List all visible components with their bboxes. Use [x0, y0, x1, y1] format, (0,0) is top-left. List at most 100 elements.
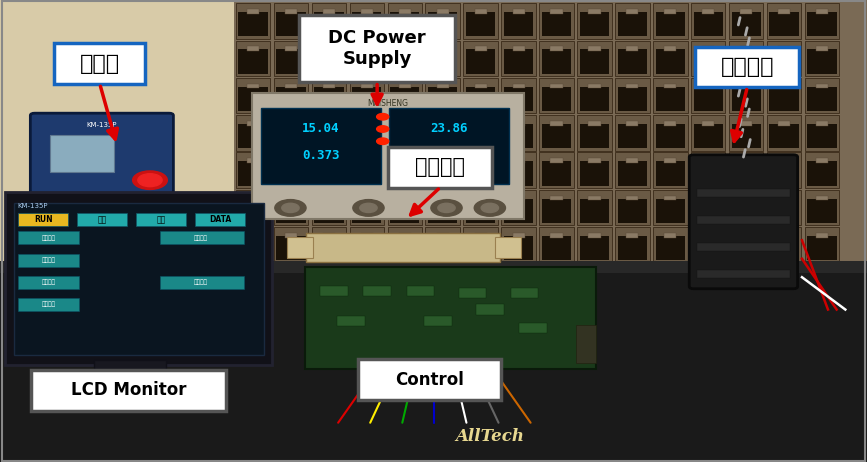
FancyBboxPatch shape	[691, 227, 726, 262]
FancyBboxPatch shape	[770, 236, 799, 260]
FancyBboxPatch shape	[236, 152, 271, 188]
FancyBboxPatch shape	[274, 190, 309, 225]
FancyBboxPatch shape	[807, 161, 837, 186]
FancyBboxPatch shape	[315, 236, 343, 260]
FancyBboxPatch shape	[361, 9, 373, 14]
FancyBboxPatch shape	[542, 49, 571, 73]
FancyBboxPatch shape	[474, 195, 486, 200]
Circle shape	[474, 200, 505, 216]
FancyBboxPatch shape	[389, 109, 509, 184]
FancyBboxPatch shape	[352, 87, 381, 111]
FancyBboxPatch shape	[234, 0, 867, 268]
FancyBboxPatch shape	[277, 124, 306, 148]
FancyBboxPatch shape	[729, 78, 763, 113]
FancyBboxPatch shape	[539, 115, 574, 151]
FancyBboxPatch shape	[160, 276, 244, 289]
FancyBboxPatch shape	[805, 190, 839, 225]
FancyBboxPatch shape	[247, 233, 259, 237]
FancyBboxPatch shape	[312, 115, 346, 151]
FancyBboxPatch shape	[466, 124, 495, 148]
FancyBboxPatch shape	[407, 286, 434, 296]
FancyBboxPatch shape	[285, 158, 297, 163]
FancyBboxPatch shape	[542, 87, 571, 111]
FancyBboxPatch shape	[740, 9, 753, 14]
FancyBboxPatch shape	[474, 47, 486, 51]
FancyBboxPatch shape	[655, 87, 685, 111]
FancyBboxPatch shape	[501, 227, 536, 262]
FancyBboxPatch shape	[691, 78, 726, 113]
FancyBboxPatch shape	[732, 49, 761, 73]
FancyBboxPatch shape	[277, 49, 306, 73]
FancyBboxPatch shape	[816, 9, 828, 14]
FancyBboxPatch shape	[653, 227, 688, 262]
Text: 0.373: 0.373	[302, 149, 340, 163]
FancyBboxPatch shape	[390, 124, 420, 148]
FancyBboxPatch shape	[274, 152, 309, 188]
FancyBboxPatch shape	[390, 236, 420, 260]
FancyBboxPatch shape	[655, 12, 685, 36]
FancyBboxPatch shape	[770, 87, 799, 111]
FancyBboxPatch shape	[551, 233, 563, 237]
FancyBboxPatch shape	[589, 195, 601, 200]
FancyBboxPatch shape	[697, 243, 790, 251]
FancyBboxPatch shape	[664, 121, 676, 126]
FancyBboxPatch shape	[285, 121, 297, 126]
FancyBboxPatch shape	[323, 47, 335, 51]
FancyBboxPatch shape	[626, 233, 638, 237]
Text: 15.04: 15.04	[302, 122, 340, 135]
Text: KM-135P: KM-135P	[17, 203, 48, 208]
Circle shape	[438, 203, 455, 213]
FancyBboxPatch shape	[519, 323, 547, 333]
Text: 조립시간: 조립시간	[42, 280, 55, 285]
FancyBboxPatch shape	[77, 213, 127, 226]
FancyBboxPatch shape	[589, 9, 601, 14]
FancyBboxPatch shape	[426, 227, 460, 262]
Text: 규격사진: 규격사진	[194, 280, 208, 285]
Circle shape	[431, 200, 462, 216]
FancyBboxPatch shape	[390, 49, 420, 73]
FancyBboxPatch shape	[437, 84, 449, 88]
FancyBboxPatch shape	[305, 267, 596, 369]
Circle shape	[353, 200, 384, 216]
FancyBboxPatch shape	[664, 158, 676, 163]
Text: 설정: 설정	[98, 215, 107, 224]
FancyBboxPatch shape	[361, 84, 373, 88]
Circle shape	[376, 138, 388, 145]
FancyBboxPatch shape	[766, 115, 801, 151]
FancyBboxPatch shape	[238, 236, 268, 260]
FancyBboxPatch shape	[315, 87, 343, 111]
FancyBboxPatch shape	[466, 87, 495, 111]
FancyBboxPatch shape	[323, 233, 335, 237]
FancyBboxPatch shape	[195, 213, 245, 226]
FancyBboxPatch shape	[778, 158, 790, 163]
FancyBboxPatch shape	[299, 15, 455, 82]
Text: 오리피스: 오리피스	[415, 157, 466, 177]
FancyBboxPatch shape	[501, 78, 536, 113]
FancyBboxPatch shape	[770, 12, 799, 36]
FancyBboxPatch shape	[539, 190, 574, 225]
FancyBboxPatch shape	[388, 152, 422, 188]
FancyBboxPatch shape	[0, 261, 867, 273]
FancyBboxPatch shape	[238, 161, 268, 186]
FancyBboxPatch shape	[740, 47, 753, 51]
Text: 비레제어: 비레제어	[720, 57, 774, 77]
FancyBboxPatch shape	[766, 41, 801, 76]
FancyBboxPatch shape	[778, 195, 790, 200]
FancyBboxPatch shape	[504, 124, 533, 148]
FancyBboxPatch shape	[770, 124, 799, 148]
FancyBboxPatch shape	[252, 93, 524, 219]
FancyBboxPatch shape	[691, 115, 726, 151]
FancyBboxPatch shape	[437, 158, 449, 163]
FancyBboxPatch shape	[542, 124, 571, 148]
FancyBboxPatch shape	[618, 124, 647, 148]
Text: AllTech: AllTech	[455, 428, 525, 445]
FancyBboxPatch shape	[474, 84, 486, 88]
FancyBboxPatch shape	[274, 115, 309, 151]
FancyBboxPatch shape	[459, 288, 486, 298]
FancyBboxPatch shape	[539, 3, 574, 39]
FancyBboxPatch shape	[770, 199, 799, 223]
FancyBboxPatch shape	[428, 12, 458, 36]
FancyBboxPatch shape	[388, 227, 422, 262]
FancyBboxPatch shape	[352, 124, 381, 148]
FancyBboxPatch shape	[238, 12, 268, 36]
